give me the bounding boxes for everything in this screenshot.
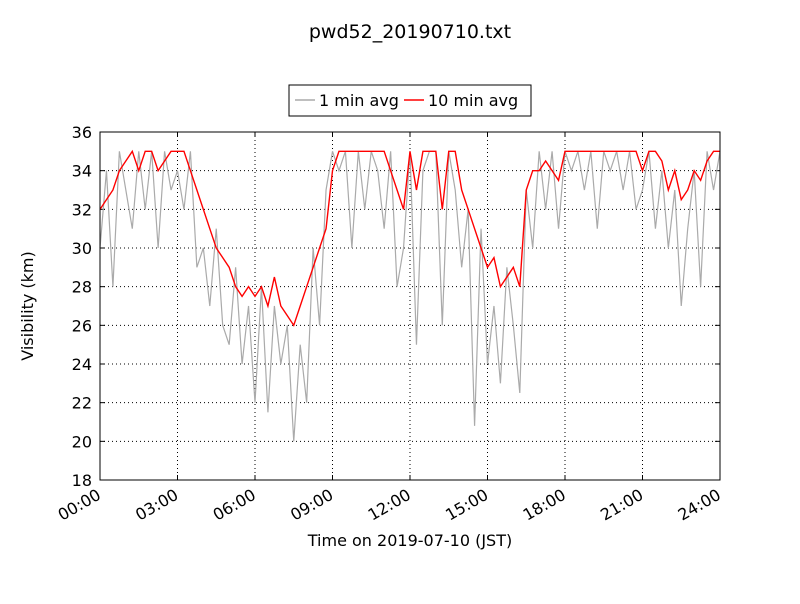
legend-label: 10 min avg	[428, 91, 518, 110]
legend-label: 1 min avg	[319, 91, 399, 110]
y-tick-label: 26	[72, 316, 92, 335]
y-tick-label: 32	[72, 200, 92, 219]
y-tick-label: 30	[72, 239, 92, 258]
data-line	[99, 149, 720, 327]
y-tick-label: 18	[72, 471, 92, 490]
y-tick-label: 28	[72, 278, 92, 297]
y-tick-label: 36	[72, 123, 92, 142]
y-tick-label: 24	[72, 355, 92, 374]
y-tick-label: 20	[72, 432, 92, 451]
legend: 1 min avg 10 min avg	[288, 84, 532, 117]
x-axis-label: Time on 2019-07-10 (JST)	[307, 531, 512, 550]
plot-frame	[99, 131, 721, 481]
y-axis-label: Visibility (km)	[18, 251, 37, 360]
y-tick-label: 34	[72, 162, 92, 181]
chart-title: pwd52_20190710.txt	[309, 21, 511, 43]
y-tick-label: 22	[72, 394, 92, 413]
